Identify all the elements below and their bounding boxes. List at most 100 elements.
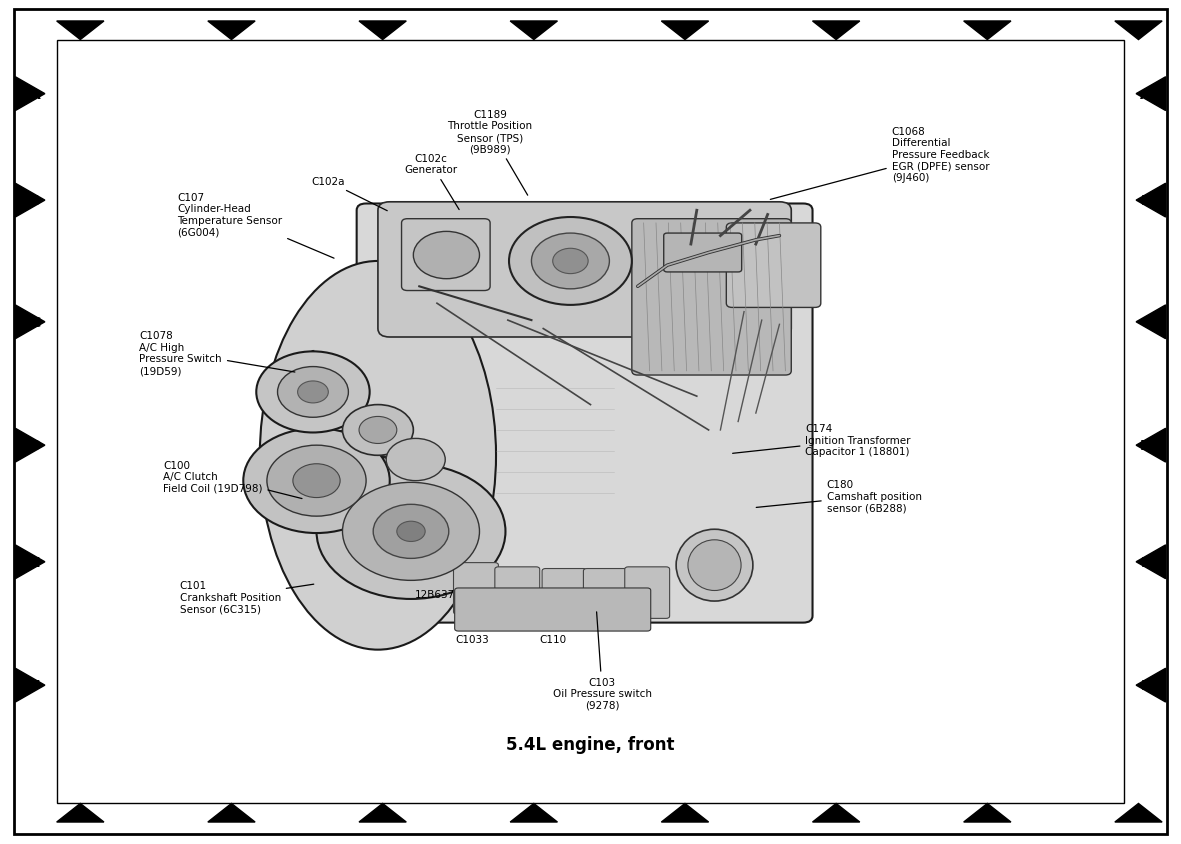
Text: C107
Cylinder-Head
Temperature Sensor
(6G004): C107 Cylinder-Head Temperature Sensor (6… [177, 192, 334, 259]
Polygon shape [1136, 306, 1166, 339]
Polygon shape [964, 22, 1011, 41]
Text: C101
Crankshaft Position
Sensor (6C315): C101 Crankshaft Position Sensor (6C315) [180, 581, 314, 614]
Text: 3: 3 [378, 23, 387, 36]
FancyBboxPatch shape [495, 567, 540, 619]
Text: D: D [1140, 439, 1151, 452]
Circle shape [278, 367, 348, 418]
Polygon shape [1136, 78, 1166, 111]
Text: C1068
Differential
Pressure Feedback
EGR (DPFE) sensor
(9J460): C1068 Differential Pressure Feedback EGR… [770, 127, 990, 200]
Circle shape [243, 429, 390, 533]
Circle shape [359, 417, 397, 444]
Text: C180
Camshaft position
sensor (6B288): C180 Camshaft position sensor (6B288) [756, 479, 921, 512]
Text: C1078
A/C High
Pressure Switch
(19D59): C1078 A/C High Pressure Switch (19D59) [139, 331, 295, 376]
Polygon shape [15, 545, 45, 579]
Text: 5: 5 [680, 23, 690, 36]
Text: D: D [30, 439, 41, 452]
Polygon shape [964, 803, 1011, 822]
Polygon shape [15, 429, 45, 463]
Polygon shape [57, 803, 104, 822]
Polygon shape [15, 306, 45, 339]
Text: 7: 7 [983, 808, 992, 821]
Circle shape [298, 381, 328, 403]
Polygon shape [510, 22, 557, 41]
Text: 4: 4 [529, 23, 539, 36]
Text: 6: 6 [831, 23, 841, 36]
Text: C174
Ignition Transformer
Capacitor 1 (18801): C174 Ignition Transformer Capacitor 1 (1… [732, 424, 911, 457]
Ellipse shape [260, 262, 496, 650]
Polygon shape [661, 803, 709, 822]
Text: C102a: C102a [312, 177, 387, 212]
Text: C110: C110 [540, 635, 566, 645]
FancyBboxPatch shape [402, 219, 490, 291]
FancyBboxPatch shape [726, 224, 821, 308]
Text: 5: 5 [680, 808, 690, 821]
Circle shape [267, 446, 366, 517]
Polygon shape [359, 803, 406, 822]
Circle shape [397, 522, 425, 542]
FancyBboxPatch shape [625, 567, 670, 619]
Text: 8: 8 [1134, 23, 1143, 36]
Text: 1: 1 [76, 23, 85, 36]
Text: F: F [31, 679, 40, 692]
Text: A: A [30, 88, 41, 101]
Text: 12B637: 12B637 [415, 589, 455, 599]
Text: E: E [1141, 555, 1150, 569]
Text: F: F [1141, 679, 1150, 692]
FancyBboxPatch shape [378, 203, 791, 338]
Text: C100
A/C Clutch
Field Coil (19D798): C100 A/C Clutch Field Coil (19D798) [163, 460, 302, 499]
Polygon shape [15, 78, 45, 111]
Text: 3: 3 [378, 808, 387, 821]
Text: C: C [31, 316, 40, 329]
Text: C102c
Generator: C102c Generator [405, 154, 459, 210]
Polygon shape [1136, 184, 1166, 218]
Text: 2: 2 [227, 808, 236, 821]
Circle shape [413, 232, 479, 279]
Circle shape [342, 483, 479, 581]
Polygon shape [57, 22, 104, 41]
Circle shape [509, 218, 632, 306]
Circle shape [373, 505, 449, 559]
Text: 1: 1 [76, 808, 85, 821]
Polygon shape [1115, 22, 1162, 41]
FancyBboxPatch shape [583, 569, 628, 620]
Polygon shape [15, 668, 45, 702]
FancyBboxPatch shape [455, 588, 651, 631]
Circle shape [386, 439, 445, 481]
Ellipse shape [676, 530, 753, 601]
Polygon shape [813, 22, 860, 41]
Polygon shape [813, 803, 860, 822]
Polygon shape [1136, 429, 1166, 463]
Polygon shape [208, 22, 255, 41]
Text: A: A [1140, 88, 1151, 101]
Text: E: E [31, 555, 40, 569]
Ellipse shape [687, 540, 742, 591]
FancyBboxPatch shape [632, 219, 791, 376]
FancyBboxPatch shape [664, 234, 742, 273]
Polygon shape [359, 22, 406, 41]
Polygon shape [510, 803, 557, 822]
Circle shape [531, 234, 609, 289]
Text: 2: 2 [227, 23, 236, 36]
Polygon shape [1136, 545, 1166, 579]
Circle shape [553, 249, 588, 274]
Text: 5.4L engine, front: 5.4L engine, front [507, 735, 674, 754]
Circle shape [293, 464, 340, 498]
Text: C103
Oil Pressure switch
(9278): C103 Oil Pressure switch (9278) [553, 612, 652, 710]
Text: 6: 6 [831, 808, 841, 821]
Text: 8: 8 [1134, 808, 1143, 821]
Text: B: B [31, 194, 40, 208]
Text: 4: 4 [529, 808, 539, 821]
Text: C1033: C1033 [456, 635, 489, 645]
Polygon shape [661, 22, 709, 41]
Circle shape [256, 352, 370, 433]
Circle shape [317, 464, 505, 599]
FancyBboxPatch shape [454, 563, 498, 614]
Polygon shape [1136, 668, 1166, 702]
Polygon shape [15, 184, 45, 218]
Circle shape [342, 405, 413, 456]
Text: C1189
Throttle Position
Sensor (TPS)
(9B989): C1189 Throttle Position Sensor (TPS) (9B… [448, 110, 533, 196]
Polygon shape [208, 803, 255, 822]
FancyBboxPatch shape [357, 204, 813, 623]
Text: 7: 7 [983, 23, 992, 36]
Text: B: B [1141, 194, 1150, 208]
